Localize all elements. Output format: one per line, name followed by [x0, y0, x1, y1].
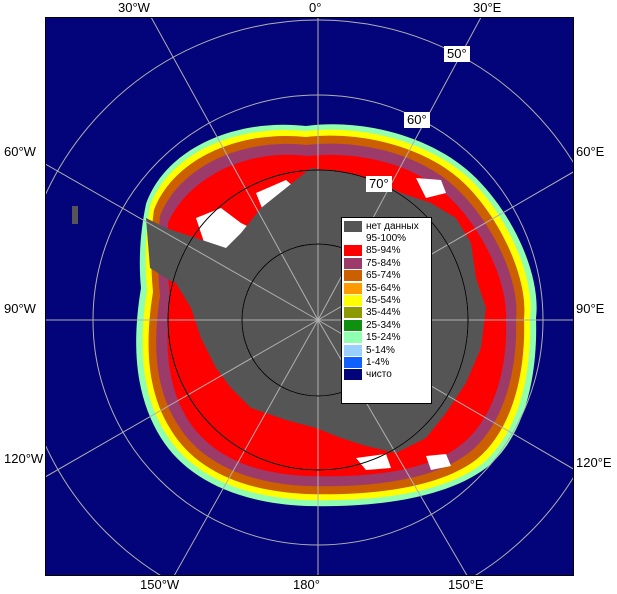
legend-swatch [344, 270, 362, 282]
legend-item: 45-54% [344, 294, 431, 307]
legend-label: 75-84% [366, 257, 401, 269]
lon-label-bottom-150e: 150°E [448, 577, 484, 592]
legend-swatch [344, 369, 362, 381]
legend-swatch [344, 233, 362, 245]
lat-label-70: 70° [366, 176, 392, 192]
legend-swatch [344, 257, 362, 269]
legend-label: чисто [366, 369, 392, 381]
legend-label: нет данных [366, 220, 419, 232]
lon-label-right-90e: 90°E [576, 301, 605, 316]
legend-label: 1-4% [366, 356, 390, 368]
legend-label: 65-74% [366, 270, 401, 282]
lon-label-top-30e: 30°E [473, 0, 502, 15]
lon-label-left-90w: 90°W [4, 301, 36, 316]
legend-swatch [344, 356, 362, 368]
lat-label-60: 60° [404, 112, 430, 128]
ice-95-100-e [426, 454, 451, 470]
lon-label-left-120w: 120°W [4, 451, 44, 466]
lon-label-bottom-180: 180° [293, 577, 320, 592]
lon-label-top-0: 0° [309, 0, 322, 15]
lon-label-top-30w: 30°W [118, 0, 150, 15]
lon-label-right-60e: 60°E [576, 144, 605, 159]
ice-95-100-d [356, 454, 391, 470]
sea-ice-map: 50° 60° 70° нет данных 95-100% 85-94% 75-84… [45, 17, 574, 576]
no-data-speck [72, 206, 78, 224]
legend-swatch [344, 332, 362, 344]
legend-item: 85-94% [344, 245, 431, 257]
legend-swatch [344, 344, 362, 356]
legend-item: 95-100% [344, 232, 431, 245]
legend-item: 5-14% [344, 344, 431, 356]
legend-swatch [344, 319, 362, 331]
legend-label: 5-14% [366, 344, 395, 356]
legend-label: 95-100% [366, 233, 407, 245]
legend-label: 85-94% [366, 245, 401, 257]
legend-label: 15-24% [366, 332, 401, 344]
meridian-grid [46, 18, 573, 575]
ice-95-100-c [416, 178, 446, 198]
map-canvas [46, 18, 573, 575]
no-data-west [146, 218, 181, 283]
lat-label-50: 50° [444, 46, 470, 62]
legend-label: 45-54% [366, 295, 401, 307]
legend-swatch [344, 220, 362, 232]
legend-item: 25-34% [344, 319, 431, 331]
legend-item: 65-74% [344, 270, 431, 282]
legend-item: чисто [344, 369, 431, 381]
legend-swatch [344, 295, 362, 307]
legend-label: 35-44% [366, 307, 401, 319]
legend-item: 15-24% [344, 332, 431, 344]
legend-item: 55-64% [344, 282, 431, 294]
lon-label-left-60w: 60°W [4, 144, 36, 159]
lon-label-bottom-150w: 150°W [140, 577, 180, 592]
legend-item: 1-4% [344, 356, 431, 368]
legend-label: 55-64% [366, 282, 401, 294]
legend-item: 75-84% [344, 257, 431, 269]
lon-label-right-120e: 120°E [576, 455, 612, 470]
legend-item: 35-44% [344, 307, 431, 319]
legend-swatch [344, 245, 362, 257]
legend-label: 25-34% [366, 319, 401, 331]
legend: нет данных 95-100% 85-94% 75-84% 65-74% 55-64… [341, 217, 432, 404]
legend-swatch [344, 307, 362, 319]
legend-swatch [344, 282, 362, 294]
legend-item: нет данных [344, 220, 431, 232]
